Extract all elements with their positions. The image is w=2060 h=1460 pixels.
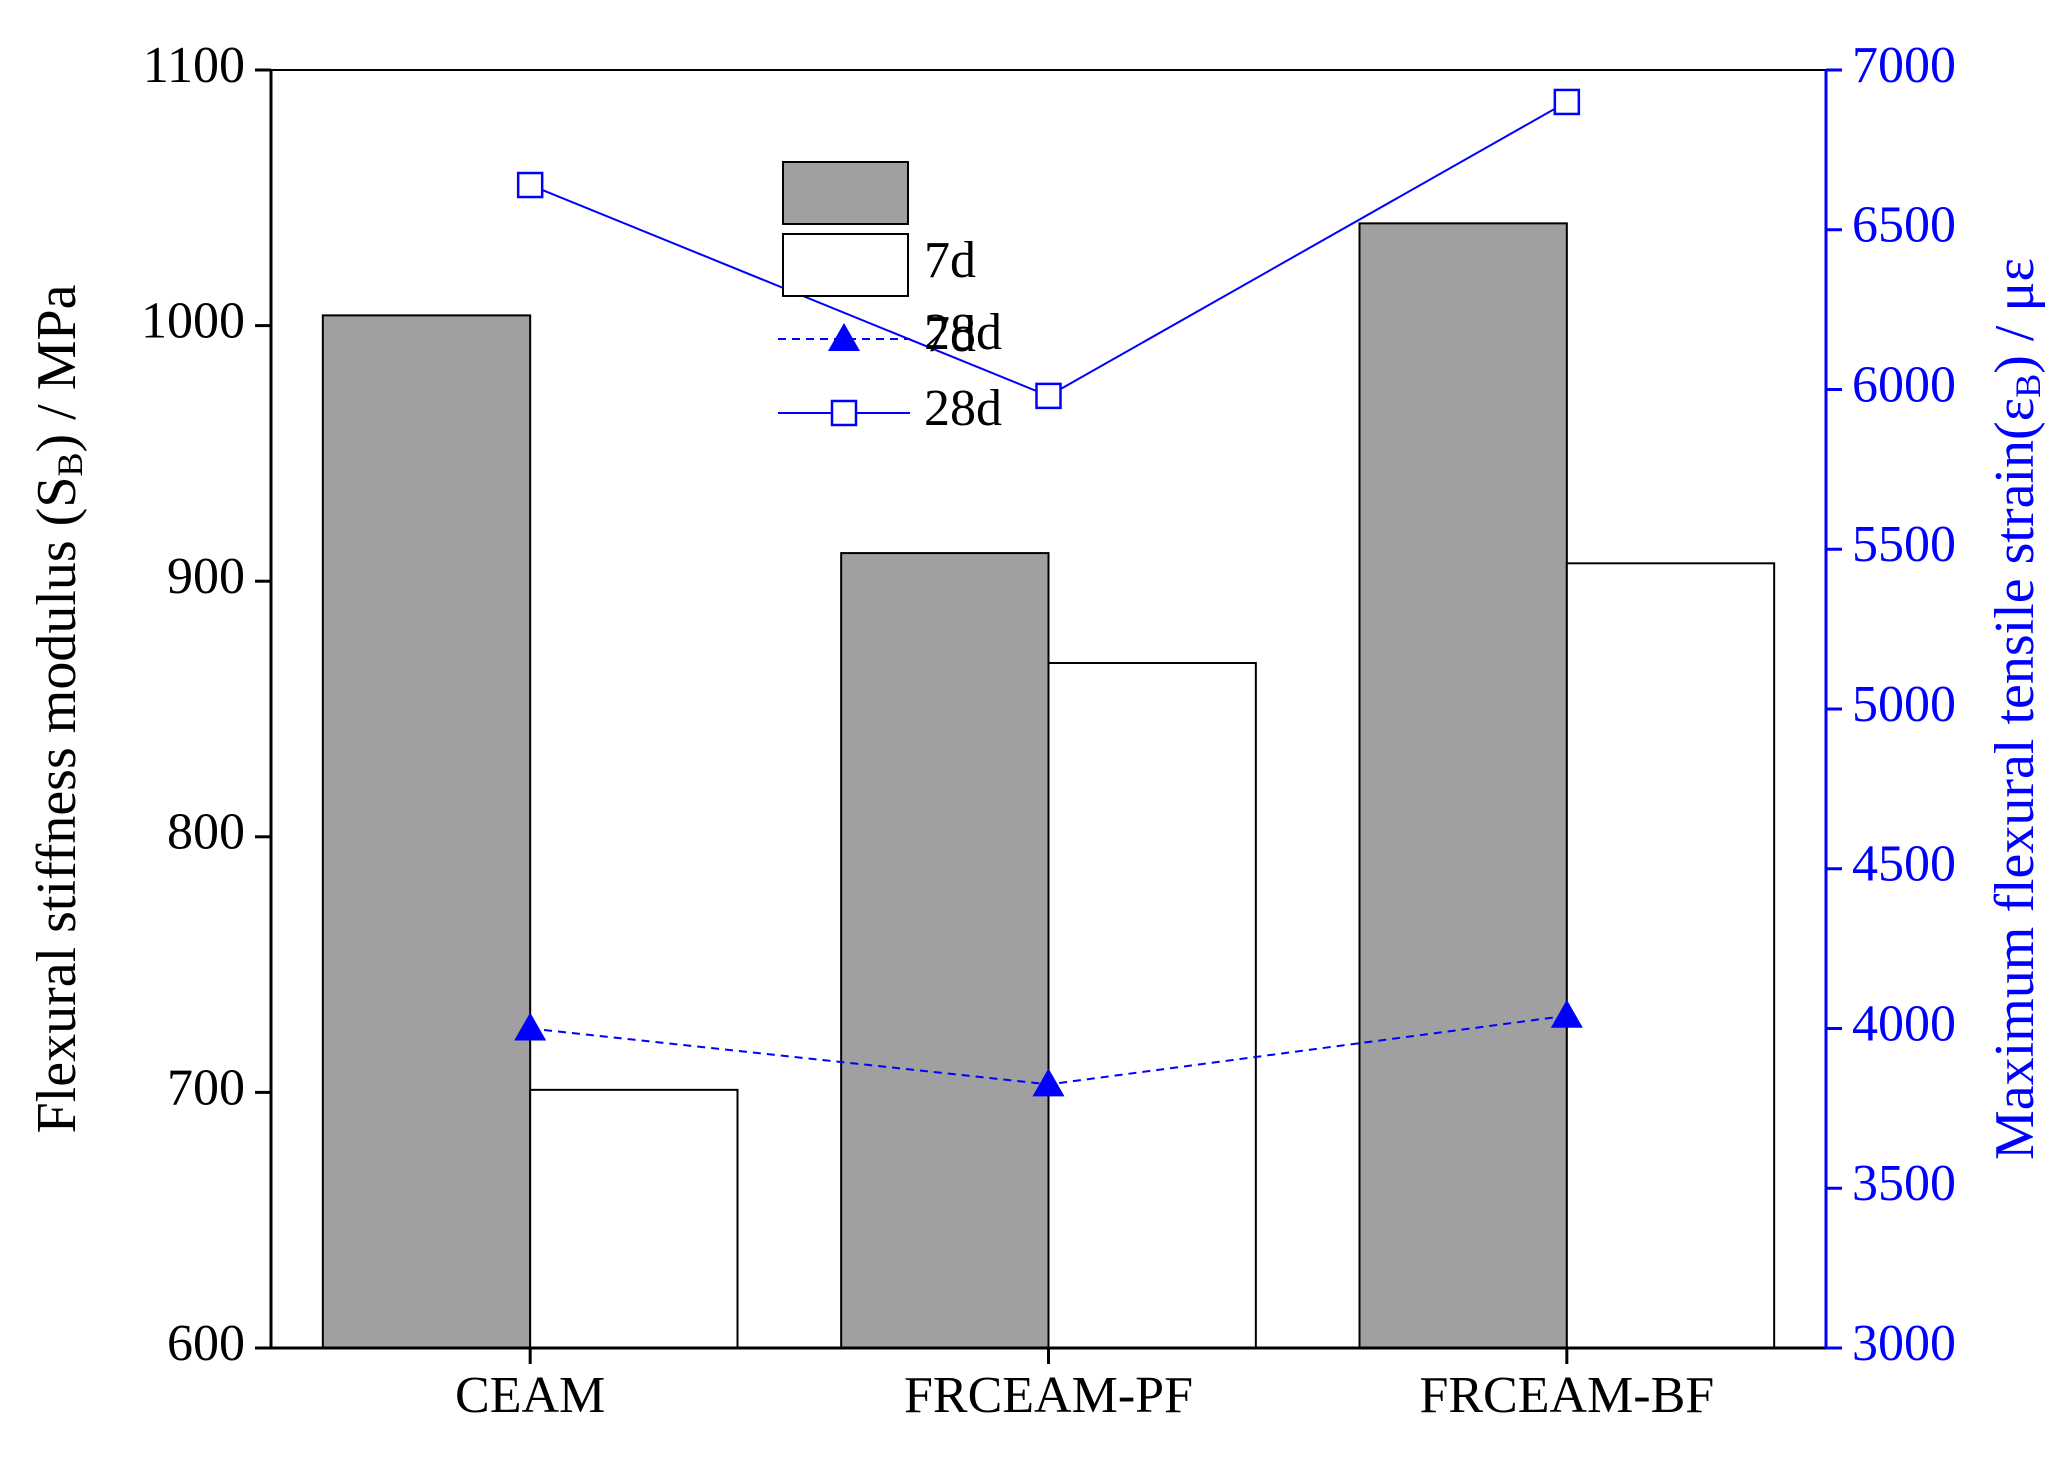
legend-swatch [782,233,909,297]
point [1032,1068,1065,1097]
y2-tick-label: 3500 [1852,1155,1956,1212]
y-title-after: ) / MPa [26,284,88,452]
legend-label: 7d [924,306,976,363]
y2-tick-label: 5000 [1852,676,1956,733]
y-axis-title: Flexural stiffness modulus (SB) / MPa [26,284,90,1133]
y-tick-label: 600 [167,1315,245,1372]
x-tick-label: FRCEAM-PF [904,1367,1193,1424]
bar [321,314,532,1350]
y2-tick-label: 6500 [1852,197,1956,254]
legend-marker [830,399,858,427]
y-tick-label: 1000 [141,293,245,350]
point [516,171,544,199]
point [1553,88,1581,116]
y2-axis-title: Maximum flexural tensile strain(εB) / με [1984,258,2048,1160]
y-tick-label: 800 [167,804,245,861]
y2-title-sub: B [2008,374,2048,398]
bar [1358,222,1568,1350]
legend-label: 28d [924,380,1002,437]
y2-tick-label: 5500 [1852,516,1956,573]
legend-marker [828,323,860,351]
legend-label: 28d [924,304,1002,361]
point [514,1012,547,1041]
x-tick-label: CEAM [455,1367,605,1424]
y-tick-label: 900 [167,548,245,605]
bar [1565,562,1776,1349]
legend-swatch [782,161,909,225]
bar [840,552,1050,1349]
y2-tick-label: 7000 [1852,37,1956,94]
y2-tick-label: 4500 [1852,836,1956,893]
y-title-main: Flexural stiffness modulus (S [26,477,88,1134]
y2-title-after: ) / με [1984,258,2046,374]
y2-tick-label: 4000 [1852,995,1956,1052]
y-tick-label: 1100 [143,37,245,94]
y-title-sub: B [50,453,90,477]
x-tick-label: FRCEAM-BF [1419,1367,1714,1424]
y2-tick-label: 3000 [1852,1315,1956,1372]
point [1035,382,1062,410]
legend-label: 7d [924,232,976,289]
y-tick-label: 700 [167,1059,245,1116]
y2-tick-label: 6000 [1852,356,1956,413]
bar [529,1088,739,1349]
bar [1047,661,1257,1349]
y2-title-main: Maximum flexural tensile strain(ε [1984,398,2046,1160]
point [1550,999,1583,1028]
